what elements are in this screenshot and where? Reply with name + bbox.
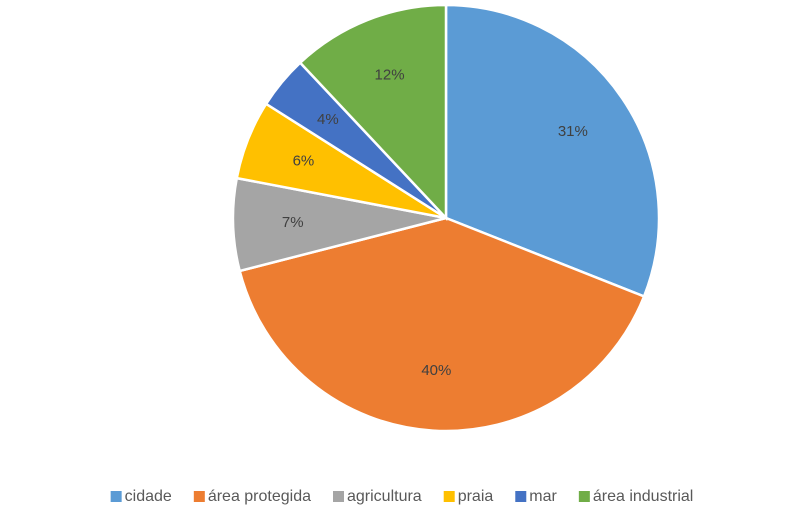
- data-label: 7%: [282, 214, 304, 231]
- data-label: 12%: [375, 66, 405, 83]
- legend-swatch: [515, 491, 527, 502]
- legend-swatch: [443, 491, 455, 502]
- pie-slice: [238, 216, 646, 433]
- legend-swatch: [110, 491, 122, 502]
- legend-swatch: [578, 491, 590, 502]
- legend-label: agricultura: [347, 488, 422, 505]
- pie-slice: [444, 3, 661, 299]
- legend-label: praia: [458, 488, 494, 505]
- legend-label: cidade: [125, 488, 172, 505]
- data-label: 31%: [558, 123, 588, 140]
- data-label: 40%: [421, 362, 451, 379]
- legend-swatch: [333, 491, 344, 502]
- data-label: 4%: [317, 111, 339, 128]
- data-label: 6%: [293, 153, 315, 170]
- legend-label: mar: [529, 488, 557, 505]
- pie-slice: [298, 3, 448, 222]
- legend-swatch: [193, 491, 205, 502]
- legend-label: área protegida: [208, 488, 311, 505]
- legend-label: área industrial: [593, 488, 694, 505]
